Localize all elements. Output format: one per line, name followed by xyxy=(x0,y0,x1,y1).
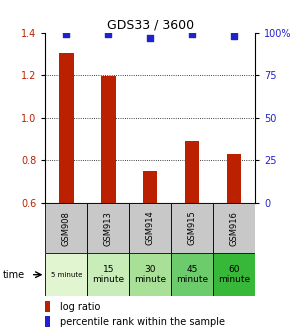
Text: GSM916: GSM916 xyxy=(229,211,239,246)
Bar xyxy=(45,203,87,253)
Text: GSM913: GSM913 xyxy=(104,211,113,246)
Text: 45
minute: 45 minute xyxy=(176,265,208,284)
Text: percentile rank within the sample: percentile rank within the sample xyxy=(60,317,225,327)
Text: GSM908: GSM908 xyxy=(62,211,71,246)
Point xyxy=(64,32,69,37)
Text: 15
minute: 15 minute xyxy=(92,265,124,284)
Text: time: time xyxy=(3,270,25,280)
Bar xyxy=(87,253,129,296)
Bar xyxy=(143,171,158,203)
Point xyxy=(148,35,152,41)
Text: GSM915: GSM915 xyxy=(188,211,197,246)
Bar xyxy=(129,253,171,296)
Bar xyxy=(213,253,255,296)
Bar xyxy=(129,203,171,253)
Bar xyxy=(101,76,116,203)
Point xyxy=(231,33,236,39)
Bar xyxy=(87,203,129,253)
Point xyxy=(190,32,195,37)
Title: GDS33 / 3600: GDS33 / 3600 xyxy=(107,19,194,31)
Text: log ratio: log ratio xyxy=(60,302,100,312)
Point xyxy=(106,32,111,37)
Bar xyxy=(171,253,213,296)
Bar xyxy=(226,154,241,203)
Text: 60
minute: 60 minute xyxy=(218,265,250,284)
Text: GSM914: GSM914 xyxy=(146,211,155,246)
Bar xyxy=(45,316,50,327)
Text: 30
minute: 30 minute xyxy=(134,265,166,284)
Bar xyxy=(213,203,255,253)
Bar xyxy=(45,301,50,313)
Text: 5 minute: 5 minute xyxy=(51,272,82,278)
Bar xyxy=(59,53,74,203)
Bar xyxy=(185,141,200,203)
Bar xyxy=(45,253,87,296)
Bar xyxy=(171,203,213,253)
